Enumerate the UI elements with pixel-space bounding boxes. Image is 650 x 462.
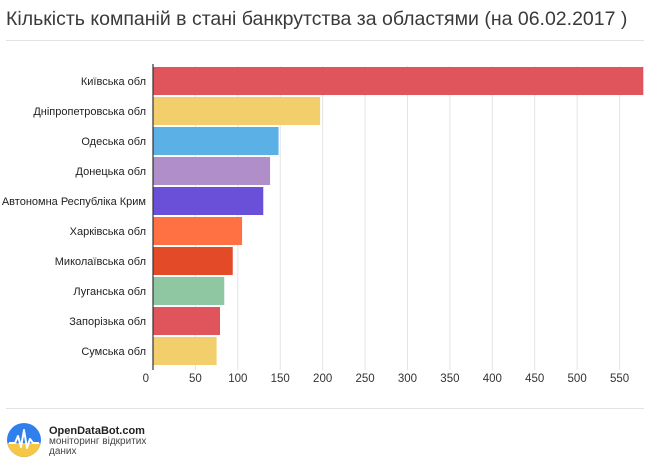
x-tick-label: 250 [355, 373, 374, 385]
x-tick-label: 300 [398, 373, 417, 385]
category-label: Донецька обл [76, 166, 147, 178]
bar-chart: Київська обл Дніпропетровська обл Одеська … [2, 64, 644, 385]
x-tick-label: 0 [143, 373, 149, 385]
x-tick-label: 450 [525, 373, 544, 385]
bar [153, 127, 279, 155]
bar [153, 337, 217, 365]
bars [153, 67, 644, 365]
x-tick-label: 550 [610, 373, 629, 385]
category-label: Луганська обл [73, 286, 146, 298]
category-label: Запорізька обл [69, 316, 146, 328]
x-tick-label: 150 [271, 373, 290, 385]
x-tick-label: 350 [440, 373, 459, 385]
bar [153, 67, 644, 95]
category-label: Київська обл [81, 76, 146, 88]
category-label: Дніпропетровська обл [33, 106, 146, 118]
category-label: Харківська обл [70, 226, 146, 238]
footer-divider [6, 408, 644, 409]
category-label: Сумська обл [81, 346, 146, 358]
category-label: Автономна Республіка Крим [2, 196, 146, 208]
bar [153, 97, 321, 125]
title-divider [6, 40, 644, 41]
x-tick-label: 100 [228, 373, 247, 385]
bar [153, 157, 271, 185]
brand-tagline: моніторинг відкритих даних [49, 436, 147, 457]
x-tick-label: 200 [313, 373, 332, 385]
x-tick-labels: 0 50 100 150 200 250 300 350 400 450 500 550 [143, 373, 630, 385]
brand-name: OpenDataBot.com [49, 425, 145, 437]
opendatabot-logo-icon [7, 423, 41, 457]
bar [153, 247, 233, 275]
bar [153, 277, 225, 305]
category-label: Миколаївська обл [55, 256, 146, 268]
x-tick-label: 50 [189, 373, 202, 385]
category-label: Одеська обл [81, 136, 146, 148]
bar [153, 307, 221, 335]
chart-title: Кількість компаній в стані банкрутства з… [6, 8, 628, 30]
x-tick-label: 400 [483, 373, 502, 385]
category-labels: Київська обл Дніпропетровська обл Одеська … [2, 76, 146, 358]
x-tick-label: 500 [568, 373, 587, 385]
bar [153, 217, 243, 245]
bar [153, 187, 264, 215]
